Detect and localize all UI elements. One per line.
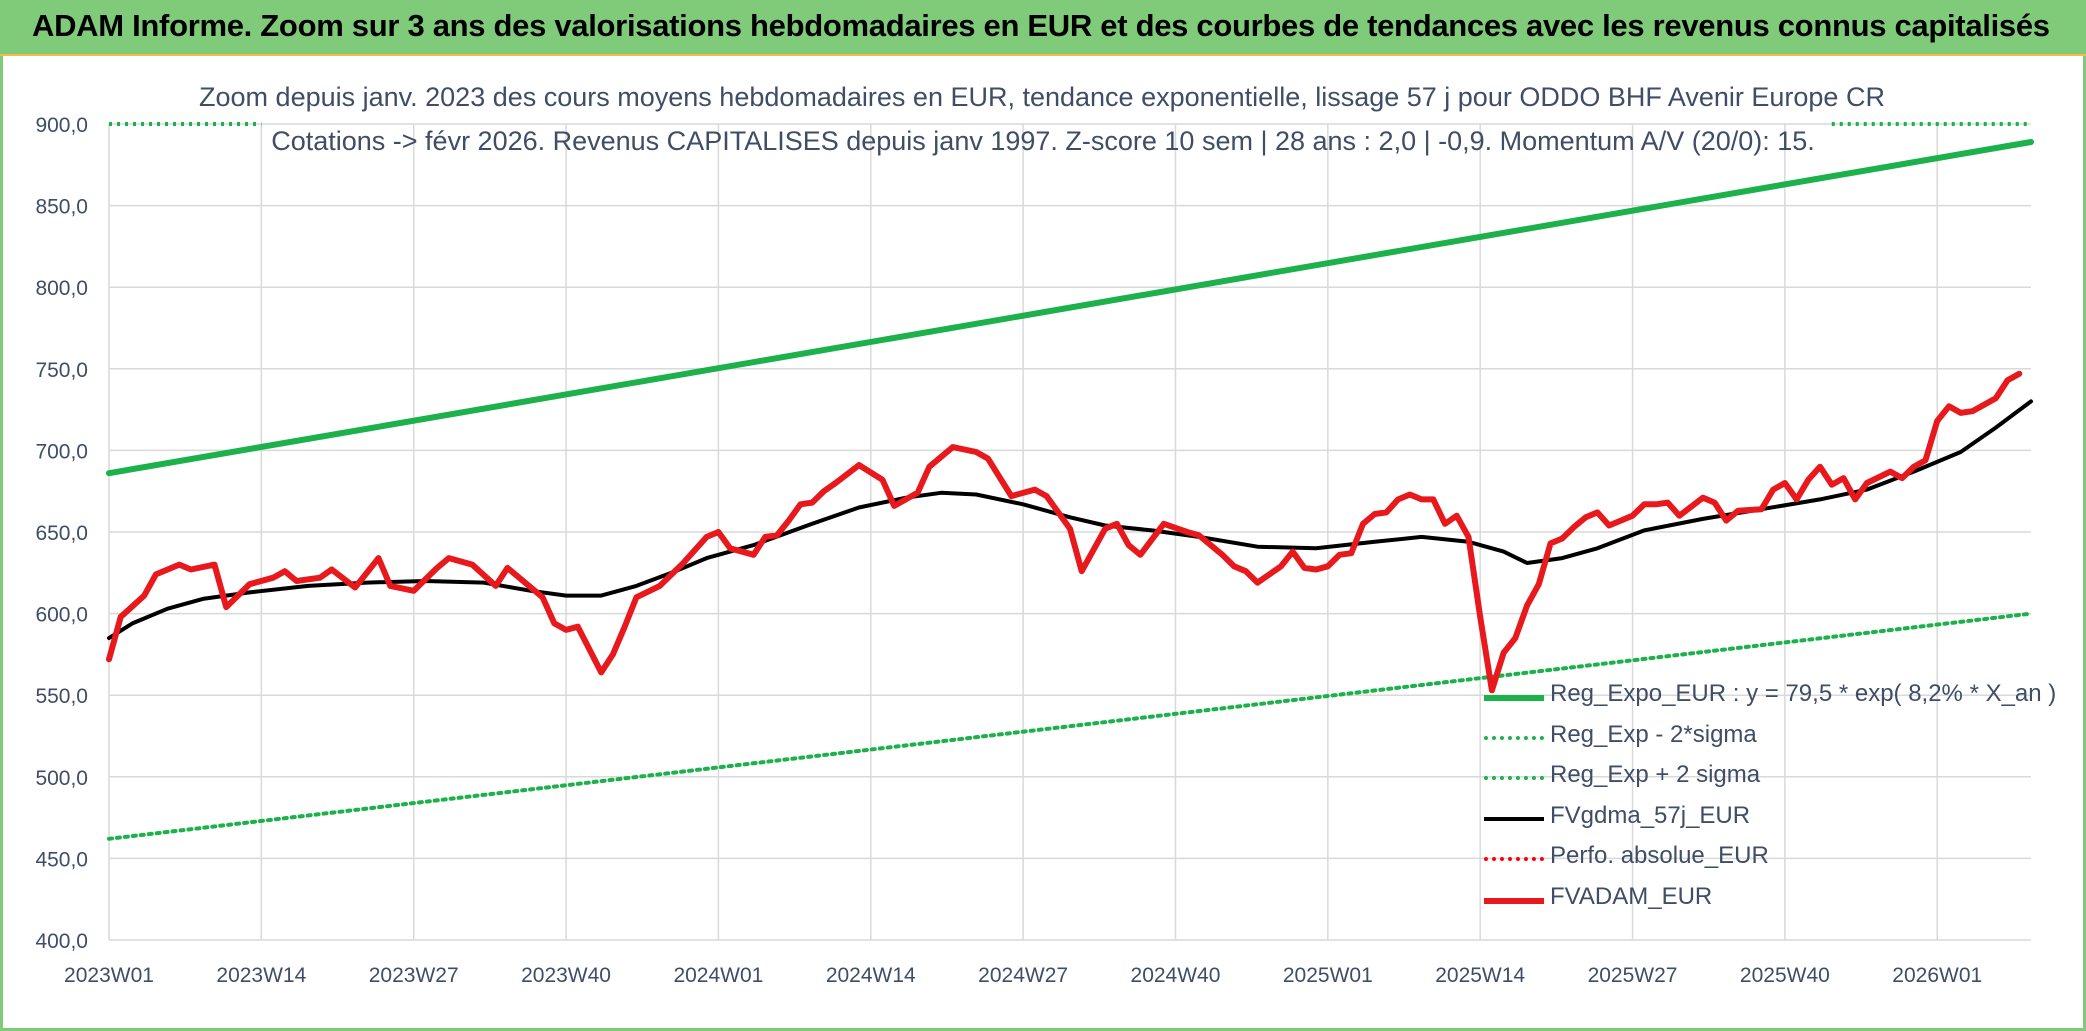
x-tick-label: 2024W27 xyxy=(978,964,1068,987)
legend-label: Perfo. absolue_EUR xyxy=(1550,842,1769,869)
legend-swatch xyxy=(1484,897,1544,904)
legend-swatch xyxy=(1484,816,1544,821)
series-line-5 xyxy=(106,370,2023,694)
y-tick-label: 800,0 xyxy=(35,277,88,300)
y-tick-label: 650,0 xyxy=(35,522,88,545)
legend-label: FVADAM_EUR xyxy=(1550,882,1713,910)
x-tick-label: 2024W01 xyxy=(673,964,763,987)
chart-frame xyxy=(0,56,2086,1031)
y-tick-label: 600,0 xyxy=(35,604,88,627)
x-tick-label: 2023W27 xyxy=(369,964,459,987)
x-tick-label: 2024W14 xyxy=(826,964,916,987)
chart-subtitle: Cotations -> févr 2026. Revenus CAPITALI… xyxy=(271,126,1815,156)
x-tick-label: 2025W14 xyxy=(1435,964,1525,987)
legend-swatch xyxy=(1484,857,1544,861)
legend-label: FVgdma_57j_EUR xyxy=(1550,801,1751,829)
x-tick-label: 2025W01 xyxy=(1283,964,1373,987)
x-tick-label: 2023W14 xyxy=(216,964,306,987)
y-tick-label: 700,0 xyxy=(35,440,88,463)
legend-label: Reg_Exp - 2*sigma xyxy=(1550,720,1757,748)
legend-label: Reg_Exp + 2 sigma xyxy=(1550,761,1761,788)
legend-label: Reg_Expo_EUR : y = 79,5 * exp( 8,2% * X_… xyxy=(1550,680,2057,707)
y-tick-label: 550,0 xyxy=(35,685,88,708)
chart-title: Zoom depuis janv. 2023 des cours moyens … xyxy=(199,82,1885,112)
x-tick-label: 2023W40 xyxy=(521,964,611,987)
legend-swatch xyxy=(1484,776,1544,780)
series-line-1 xyxy=(107,611,2033,841)
y-tick-label: 500,0 xyxy=(35,767,88,790)
y-tick-label: 900,0 xyxy=(35,114,88,137)
y-tick-label: 400,0 xyxy=(35,930,88,953)
y-tick-label: 750,0 xyxy=(35,359,88,382)
series-line-0 xyxy=(106,139,2034,477)
report-title: ADAM Informe. Zoom sur 3 ans des valoris… xyxy=(32,8,2050,43)
x-tick-label: 2024W40 xyxy=(1131,964,1221,987)
series-line-3 xyxy=(107,399,2033,641)
x-tick-label: 2025W40 xyxy=(1740,964,1830,987)
x-tick-label: 2025W27 xyxy=(1588,964,1678,987)
legend-swatch xyxy=(1484,695,1544,701)
report-banner: ADAM Informe. Zoom sur 3 ans des valoris… xyxy=(0,0,2086,56)
y-tick-label: 450,0 xyxy=(35,848,88,871)
x-tick-label: 2026W01 xyxy=(1892,964,1982,987)
x-tick-label: 2023W01 xyxy=(64,964,154,987)
legend-swatch xyxy=(1484,735,1544,740)
y-tick-label: 850,0 xyxy=(35,196,88,219)
